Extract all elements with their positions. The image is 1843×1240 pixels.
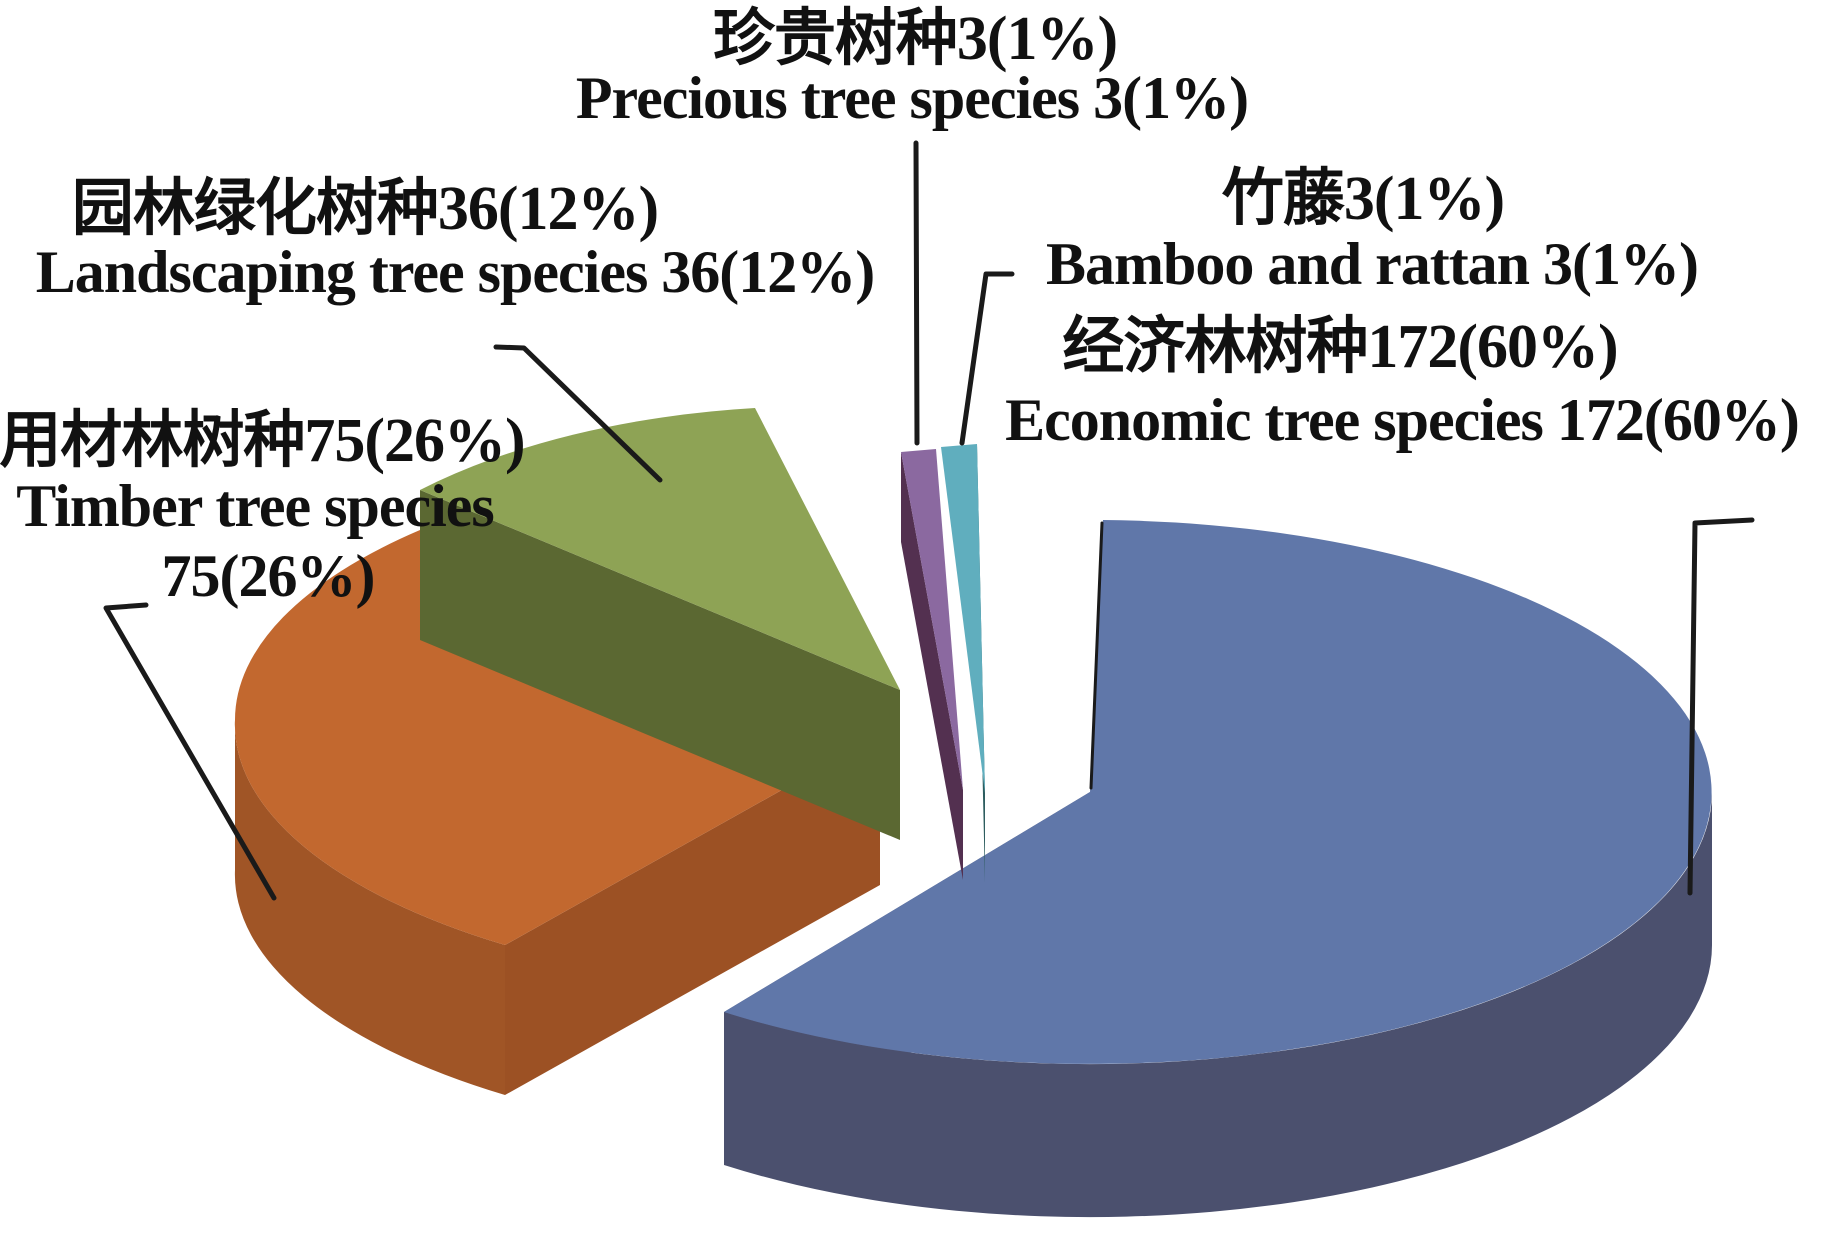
leader-precious xyxy=(913,140,920,446)
label-bamboo-en: Bamboo and rattan 3(1%) xyxy=(1045,231,1699,297)
leader-bamboo xyxy=(959,271,1015,446)
label-landscaping-en: Landscaping tree species 36(12%) xyxy=(35,239,876,305)
slice-landscaping-top xyxy=(420,408,900,690)
slice-economic-rim xyxy=(724,792,1713,1218)
slice-bamboo-top xyxy=(941,444,985,793)
label-timber-zh: 用材林树种75(26%) xyxy=(0,407,526,475)
slice-timber-cut-face xyxy=(505,735,880,1095)
label-landscaping-zh: 园林绿化树种36(12%) xyxy=(71,175,659,243)
leader-landscaping xyxy=(493,344,663,483)
label-timber-en-line2: 75(26%) xyxy=(161,543,376,609)
slice-timber-rim xyxy=(234,720,506,1095)
label-economic-en: Economic tree species 172(60%) xyxy=(1005,387,1800,453)
leader-timber xyxy=(103,602,277,901)
label-precious-zh: 珍贵树种3(1%) xyxy=(712,5,1118,73)
slice-precious-top xyxy=(901,449,963,790)
label-timber-en-line1: Timber tree species xyxy=(16,473,495,539)
slice-timber-top xyxy=(234,530,881,945)
slice-economic-top xyxy=(724,520,1712,1064)
slice-economic-edge xyxy=(1089,521,1104,790)
label-precious-en: Precious tree species 3(1%) xyxy=(575,65,1249,131)
label-economic-zh: 经济林树种172(60%) xyxy=(1062,313,1618,381)
slice-landscaping-cut-face xyxy=(420,490,900,840)
leader-economic xyxy=(1687,517,1755,896)
slice-precious-side xyxy=(901,452,963,880)
label-bamboo-zh: 竹藤3(1%) xyxy=(1221,165,1505,233)
